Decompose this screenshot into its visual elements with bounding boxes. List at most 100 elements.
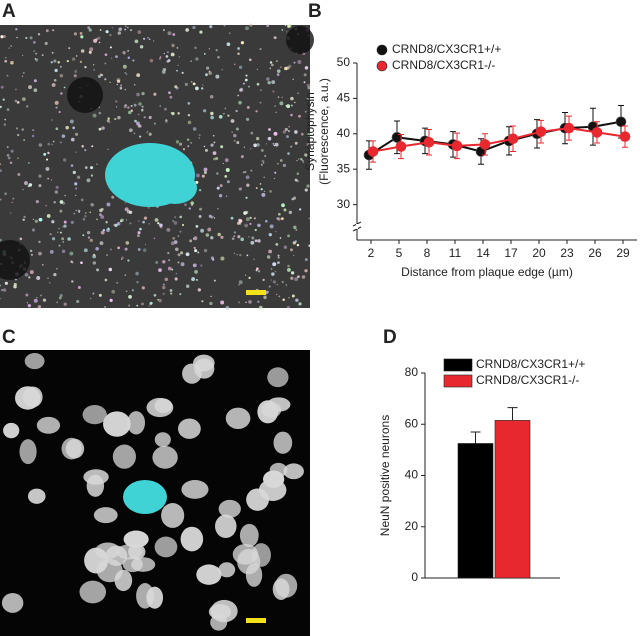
speckle <box>57 60 60 64</box>
speckle <box>272 280 277 284</box>
cell <box>127 411 146 435</box>
speckle <box>51 237 56 241</box>
speckle <box>90 174 94 177</box>
cell <box>128 543 146 560</box>
speckle <box>52 29 55 32</box>
speckle <box>21 54 24 57</box>
speckle <box>84 65 87 69</box>
speckle <box>276 162 279 165</box>
speckle <box>173 240 178 245</box>
speckle <box>32 40 36 44</box>
legend-marker <box>376 60 388 72</box>
speckle <box>273 177 275 180</box>
speckle <box>97 36 101 40</box>
speckle <box>153 237 156 240</box>
speckle <box>213 217 216 219</box>
speckle <box>73 74 77 78</box>
plaque <box>123 480 167 514</box>
speckle <box>278 295 281 298</box>
cell <box>273 431 293 454</box>
speckle <box>71 261 74 264</box>
speckle <box>272 142 275 145</box>
speckle <box>36 276 41 281</box>
speckle <box>290 145 293 148</box>
speckle <box>10 60 14 65</box>
speckle <box>293 61 296 64</box>
speckle <box>107 117 110 120</box>
speckle <box>250 169 253 172</box>
point <box>591 127 603 138</box>
speckle <box>239 253 242 257</box>
speckle <box>0 298 2 300</box>
speckle <box>75 69 77 71</box>
speckle <box>21 97 26 102</box>
speckle <box>127 106 130 109</box>
speckle <box>187 113 191 117</box>
speckle <box>32 129 35 132</box>
speckle <box>143 116 146 119</box>
speckle <box>67 237 71 241</box>
speckle <box>128 128 133 133</box>
speckle <box>132 59 135 62</box>
speckle <box>12 197 15 200</box>
speckle <box>210 143 214 147</box>
speckle <box>93 68 96 71</box>
speckle <box>38 217 43 222</box>
speckle <box>265 143 268 145</box>
speckle <box>63 220 67 224</box>
speckle <box>92 64 95 66</box>
speckle <box>238 284 240 286</box>
speckle <box>99 29 102 31</box>
speckle <box>201 87 204 90</box>
speckle <box>53 273 57 277</box>
speckle <box>277 254 280 257</box>
speckle <box>244 274 247 276</box>
speckle <box>35 199 40 204</box>
speckle <box>200 264 203 267</box>
speckle <box>9 161 13 165</box>
cell <box>22 386 43 408</box>
speckle <box>146 132 148 134</box>
speckle <box>116 281 119 284</box>
legend-marker <box>443 374 473 388</box>
speckle <box>236 254 238 256</box>
speckle <box>22 218 25 222</box>
speckle <box>265 290 269 294</box>
speckle <box>58 227 60 230</box>
speckle <box>125 241 130 245</box>
x-tick-label: 5 <box>396 246 403 260</box>
speckle <box>137 231 141 235</box>
speckle <box>239 87 244 92</box>
speckle <box>216 172 219 175</box>
speckle <box>243 82 245 85</box>
speckle <box>257 223 261 228</box>
speckle <box>256 267 259 271</box>
speckle <box>4 281 8 285</box>
point <box>479 139 491 150</box>
speckle <box>219 184 223 188</box>
speckle <box>122 51 126 55</box>
speckle <box>182 148 186 151</box>
speckle <box>30 249 33 253</box>
speckle <box>222 162 224 165</box>
speckle <box>215 157 219 160</box>
speckle <box>51 220 55 224</box>
speckle <box>300 132 304 136</box>
cell <box>114 569 133 592</box>
speckle <box>107 227 110 230</box>
speckle <box>199 207 203 211</box>
speckle <box>137 30 142 34</box>
speckle <box>113 223 116 227</box>
speckle <box>279 101 284 106</box>
speckle <box>148 305 150 307</box>
speckle <box>14 99 18 103</box>
speckle <box>133 103 137 107</box>
speckle <box>245 26 249 31</box>
speckle <box>295 298 299 302</box>
speckle <box>255 110 258 113</box>
speckle <box>75 132 79 136</box>
speckle <box>212 134 215 137</box>
speckle <box>253 258 255 260</box>
speckle <box>86 178 91 183</box>
speckle <box>3 123 7 126</box>
